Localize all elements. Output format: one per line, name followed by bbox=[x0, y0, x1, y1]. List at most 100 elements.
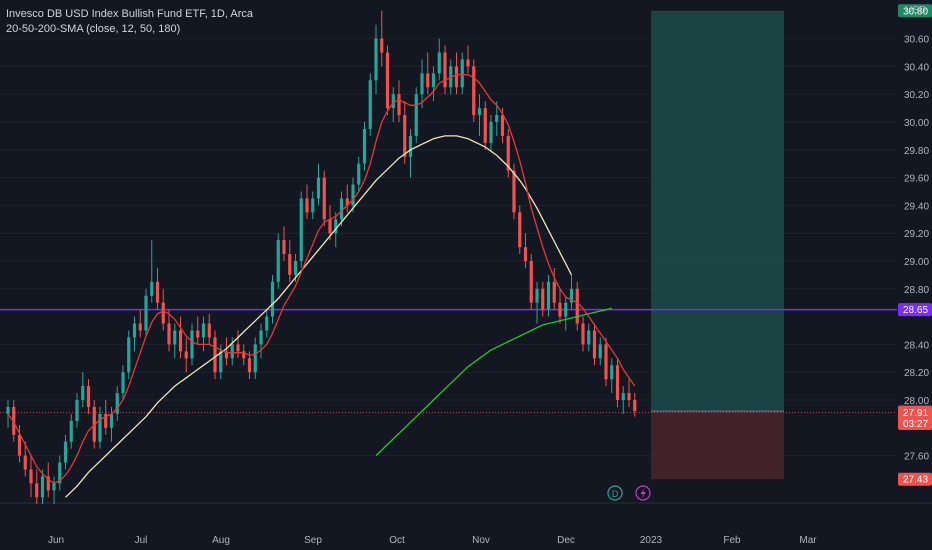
candle-body bbox=[150, 281, 154, 296]
candle-body bbox=[472, 66, 476, 116]
candle-body bbox=[46, 476, 50, 491]
candle-body bbox=[17, 434, 22, 456]
candle-body bbox=[552, 281, 556, 303]
profit-zone[interactable] bbox=[651, 10, 784, 412]
position-zones[interactable] bbox=[0, 10, 897, 480]
candle-body bbox=[81, 386, 85, 400]
price-tag bbox=[898, 4, 932, 18]
candle-body bbox=[506, 135, 510, 171]
candle-body bbox=[546, 281, 551, 310]
candle-body bbox=[161, 302, 165, 324]
candle-body bbox=[426, 73, 430, 88]
chart-legend[interactable]: Invesco DB USD Index Bullish Fund ETF, 1… bbox=[6, 7, 253, 37]
price-tick-label: 29.60 bbox=[904, 174, 929, 185]
price-tag-label: 27.43 bbox=[903, 475, 928, 486]
time-axis[interactable]: Jun Jul Aug Sep Oct Nov Dec 2023 Feb Mar bbox=[48, 535, 817, 546]
candle-body bbox=[495, 115, 499, 122]
candle-body bbox=[253, 344, 257, 373]
price-tag bbox=[898, 303, 932, 317]
candle-body bbox=[12, 406, 16, 435]
price-tag-label: 27.91 bbox=[903, 408, 928, 419]
candle-body bbox=[500, 115, 505, 136]
candle-body bbox=[615, 365, 620, 400]
time-tick-label: Oct bbox=[389, 535, 405, 546]
candle-body bbox=[374, 38, 378, 81]
candle-body bbox=[339, 198, 344, 220]
candle-body bbox=[75, 400, 79, 421]
candle-body bbox=[201, 323, 206, 338]
price-tag bbox=[898, 472, 932, 486]
candle-body bbox=[483, 108, 487, 143]
candle-body bbox=[357, 163, 361, 185]
sma-lines bbox=[0, 74, 932, 550]
candle-body bbox=[190, 330, 194, 359]
candle-body bbox=[351, 184, 355, 206]
candle-body bbox=[569, 288, 574, 303]
indicator-label[interactable]: 20-50-200-SMA (close, 12, 50, 180) bbox=[6, 23, 181, 35]
candle-body bbox=[270, 281, 275, 317]
candle-body bbox=[173, 330, 177, 345]
candle-body bbox=[592, 330, 597, 359]
candle-body bbox=[311, 198, 315, 213]
candle-body bbox=[155, 281, 160, 303]
candle-body bbox=[604, 344, 608, 380]
candle-body bbox=[6, 406, 10, 414]
candle-body bbox=[242, 351, 246, 359]
price-tick-label: 29.40 bbox=[904, 201, 929, 212]
candle-body bbox=[86, 386, 91, 407]
candle-body bbox=[489, 122, 493, 143]
candle-body bbox=[391, 94, 395, 109]
candle-body bbox=[334, 219, 338, 234]
sma-long-line bbox=[375, 307, 612, 457]
price-tick-label: 30.60 bbox=[904, 35, 929, 46]
candle-body bbox=[63, 441, 68, 463]
candle-body bbox=[437, 52, 441, 74]
price-tick-label: 28.00 bbox=[904, 396, 929, 407]
price-tick-label: 30.00 bbox=[904, 118, 929, 129]
loss-zone[interactable] bbox=[651, 411, 784, 480]
candle-body bbox=[477, 108, 482, 116]
candle-body bbox=[305, 198, 309, 213]
event-marker[interactable] bbox=[635, 485, 651, 501]
candle-body bbox=[259, 330, 263, 345]
candle-body bbox=[529, 261, 533, 303]
time-tick-label: 2023 bbox=[640, 535, 663, 546]
sma-short-line bbox=[7, 74, 636, 485]
price-axis[interactable]: 27.60 28.00 28.20 28.40 28.80 29.00 29.20 29.40… bbox=[904, 35, 929, 463]
candle-body bbox=[541, 288, 545, 310]
candle-body bbox=[535, 288, 539, 303]
candle-body bbox=[138, 323, 142, 331]
candle-body bbox=[40, 476, 45, 498]
candle-body bbox=[466, 59, 470, 67]
candle-body bbox=[322, 177, 326, 220]
candle-body bbox=[230, 344, 234, 359]
candle-body bbox=[299, 198, 303, 261]
time-tick-label: Jul bbox=[135, 535, 148, 546]
event-markers[interactable]: D bbox=[607, 485, 651, 501]
candle-body bbox=[345, 198, 349, 206]
price-tick-label: 28.20 bbox=[904, 368, 929, 379]
candle-body bbox=[581, 323, 585, 345]
candle-body bbox=[460, 59, 464, 88]
candle-body bbox=[316, 177, 321, 199]
candle-body bbox=[403, 115, 407, 157]
candle-body bbox=[610, 365, 614, 380]
candle-body bbox=[132, 323, 137, 338]
price-tick-label: 29.80 bbox=[904, 146, 929, 157]
candle-body bbox=[109, 413, 114, 428]
candle-body bbox=[564, 302, 568, 317]
candle-body bbox=[224, 351, 229, 359]
price-tag-label: 30.80 bbox=[903, 6, 928, 17]
candle-body bbox=[518, 212, 522, 248]
dividend-marker[interactable] bbox=[607, 485, 623, 501]
candle-body bbox=[627, 393, 631, 400]
candle-body bbox=[276, 240, 280, 282]
candle-body bbox=[293, 261, 298, 275]
symbol-title[interactable]: Invesco DB USD Index Bullish Fund ETF, 1… bbox=[6, 8, 253, 20]
time-axis-background bbox=[0, 504, 932, 550]
countdown-label: 03:27 bbox=[903, 419, 928, 430]
candle-body bbox=[184, 351, 188, 359]
